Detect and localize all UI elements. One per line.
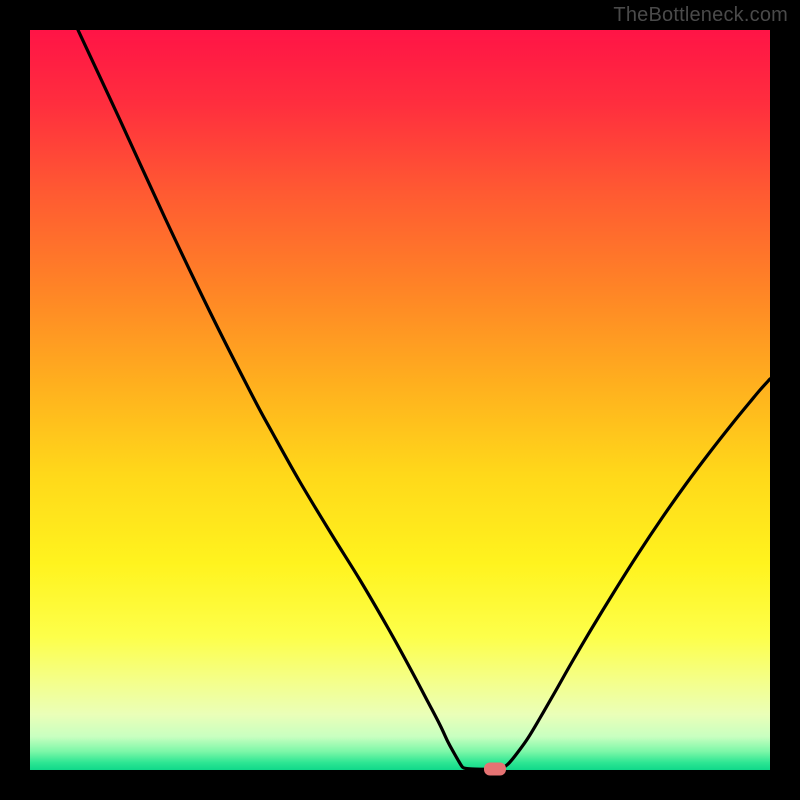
optimum-marker xyxy=(484,763,506,776)
plot-background-gradient xyxy=(30,30,770,770)
watermark-text: TheBottleneck.com xyxy=(613,4,788,27)
bottleneck-chart xyxy=(0,0,800,800)
chart-stage: TheBottleneck.com xyxy=(0,0,800,800)
